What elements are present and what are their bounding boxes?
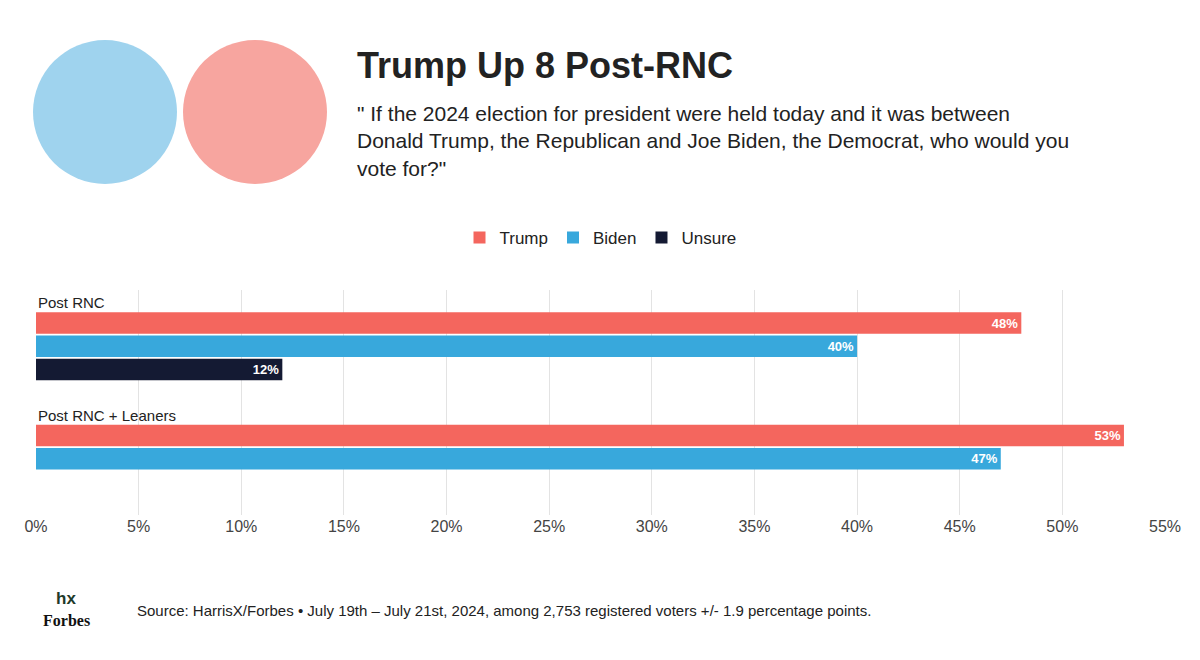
svg-text:50%: 50% [1046,518,1078,535]
svg-text:35%: 35% [738,518,770,535]
svg-text:" If the 2024 election for pre: " If the 2024 election for president wer… [357,102,1069,180]
svg-text:30%: 30% [636,518,668,535]
svg-text:Post RNC: Post RNC [38,294,105,311]
svg-text:Unsure: Unsure [681,229,736,248]
svg-text:5%: 5% [127,518,150,535]
svg-text:45%: 45% [944,518,976,535]
svg-text:25%: 25% [533,518,565,535]
svg-text:55%: 55% [1149,518,1181,535]
svg-text:47%: 47% [971,451,997,466]
svg-text:20%: 20% [431,518,463,535]
svg-text:0%: 0% [24,518,47,535]
svg-text:48%: 48% [992,316,1018,331]
svg-text:Post RNC + Leaners: Post RNC + Leaners [38,407,176,424]
svg-text:Biden: Biden [593,229,636,248]
svg-text:10%: 10% [225,518,257,535]
svg-text:hx: hx [56,589,76,608]
svg-text:Trump Up 8 Post-RNC: Trump Up 8 Post-RNC [357,45,733,86]
svg-text:53%: 53% [1094,428,1120,443]
svg-text:15%: 15% [328,518,360,535]
svg-text:12%: 12% [253,362,279,377]
svg-text:40%: 40% [828,339,854,354]
svg-text:Trump: Trump [500,229,549,248]
svg-text:Source: HarrisX/Forbes • July: Source: HarrisX/Forbes • July 19th – Jul… [137,602,871,619]
svg-text:Forbes: Forbes [43,612,90,629]
svg-text:40%: 40% [841,518,873,535]
